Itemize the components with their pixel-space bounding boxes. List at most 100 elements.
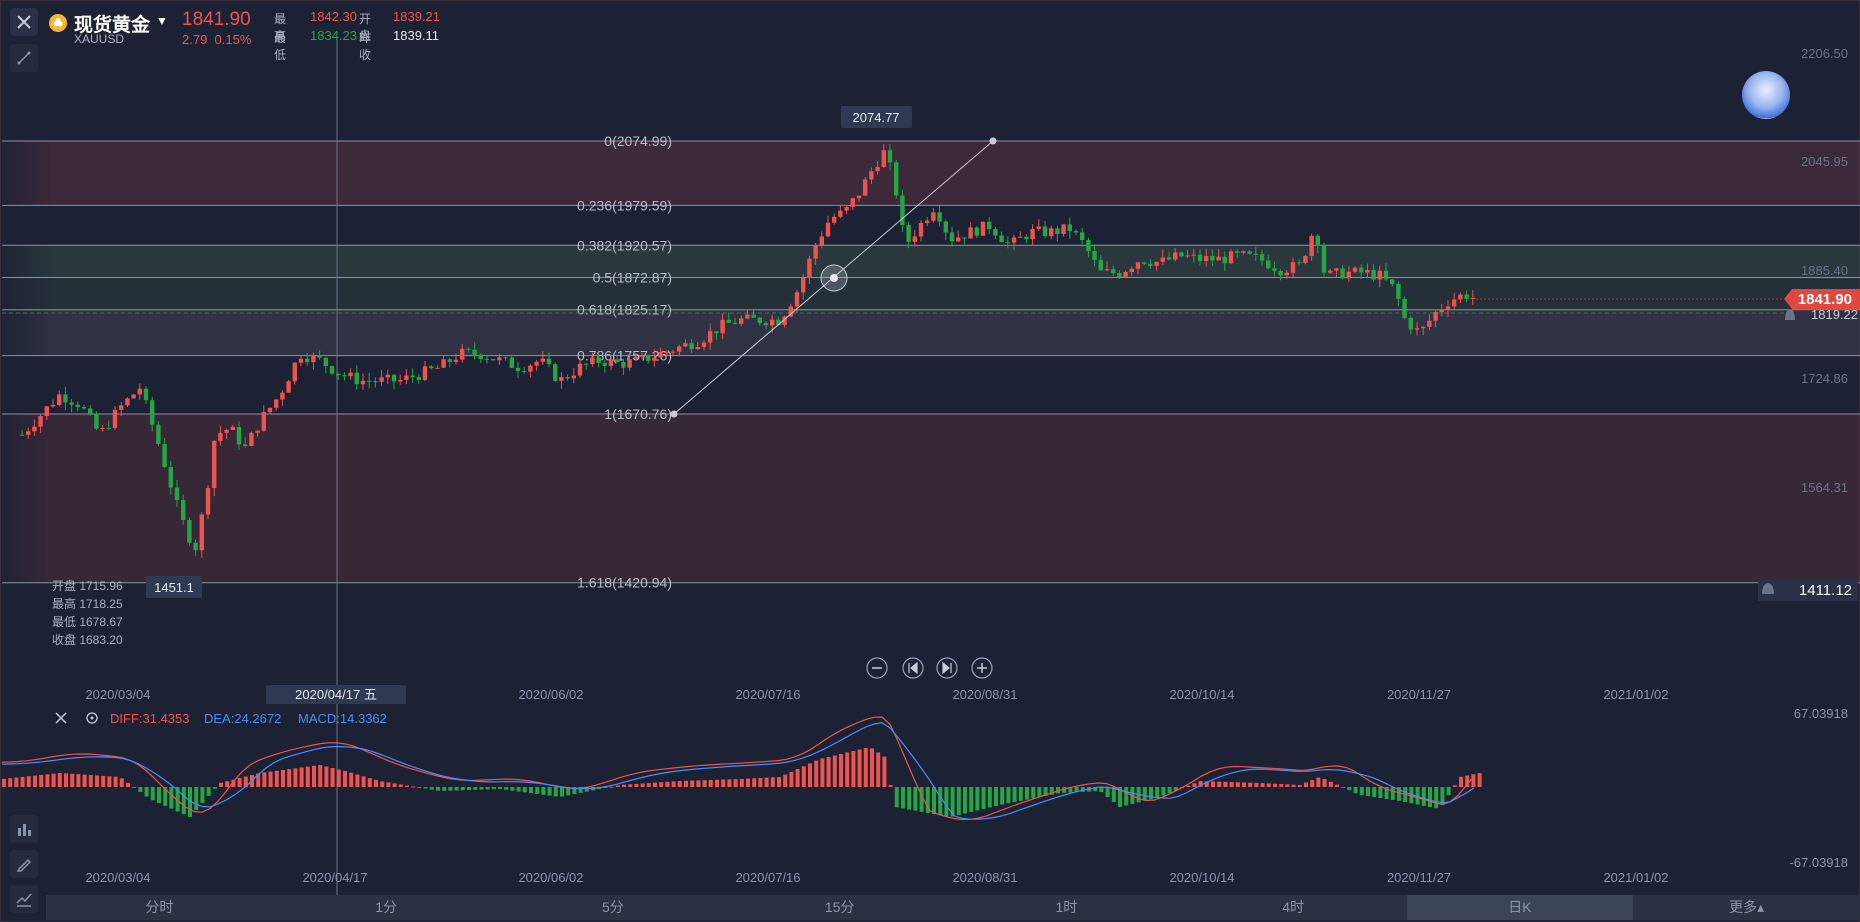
- macd-bar: [312, 765, 316, 787]
- candle-body: [1464, 294, 1469, 299]
- macd-bar: [764, 777, 769, 787]
- indicator-button[interactable]: [10, 815, 38, 843]
- candle-body: [398, 380, 403, 382]
- dea-line: [1, 722, 1475, 820]
- candle-body: [249, 432, 254, 446]
- candle-body: [1018, 236, 1023, 238]
- macd-bar: [665, 781, 670, 787]
- ohlc-item: 收盘 1683.20: [52, 632, 123, 647]
- macd-bar: [516, 787, 521, 792]
- candle-body: [987, 221, 992, 230]
- alert-tag-bg: [1758, 579, 1858, 601]
- candle-body: [460, 348, 465, 360]
- candle-body: [187, 520, 192, 543]
- price-tag-bg: [1784, 289, 1860, 309]
- macd-bar: [1111, 787, 1116, 803]
- tab-7[interactable]: 更多▴: [1729, 899, 1765, 915]
- macd-bar: [969, 787, 974, 812]
- candle-body: [646, 355, 651, 361]
- tab-0[interactable]: 分时: [145, 899, 174, 915]
- diff-line: [1, 716, 1475, 821]
- macd-bar: [1161, 787, 1166, 796]
- macd-bar: [901, 787, 905, 809]
- candle-body: [615, 359, 620, 363]
- macd-bar: [615, 785, 620, 787]
- candle-body: [1216, 256, 1221, 261]
- candle-body: [1148, 263, 1153, 266]
- candle-body: [1346, 271, 1351, 279]
- candle-body: [143, 388, 149, 401]
- macd-bar: [560, 787, 564, 797]
- tab-1[interactable]: 1分: [375, 899, 398, 915]
- macd-bar: [1018, 787, 1023, 801]
- candle-body: [695, 347, 700, 350]
- left-toolbar: [0, 0, 46, 922]
- macd-axis-top: 67.03918: [1794, 706, 1848, 721]
- candle-body: [534, 361, 539, 366]
- macd-bar: [1031, 787, 1036, 799]
- macd-bar: [1477, 773, 1482, 787]
- prev-icon[interactable]: [902, 657, 924, 679]
- macd-bar: [814, 760, 819, 787]
- candle-body: [1452, 299, 1457, 307]
- candle-body: [751, 314, 756, 318]
- macd-bar: [684, 780, 688, 787]
- tab-5[interactable]: 4时: [1282, 899, 1305, 915]
- macd-bar: [113, 776, 118, 787]
- candle-body: [1228, 251, 1234, 264]
- macd-bar: [206, 787, 211, 796]
- candle-body: [999, 235, 1004, 243]
- macd-bar: [231, 779, 236, 787]
- candle-body: [912, 236, 917, 242]
- date-axis-label: 2021/01/02: [1603, 687, 1668, 702]
- chevron-down-icon[interactable]: ▼: [156, 14, 168, 28]
- macd-bar: [411, 786, 416, 788]
- candle-body: [286, 381, 291, 393]
- candle-body: [106, 427, 111, 429]
- candle-body: [980, 221, 986, 236]
- candle-body: [379, 377, 384, 382]
- tab-3[interactable]: 15分: [824, 899, 855, 915]
- macd-bar: [39, 774, 44, 787]
- plus-icon[interactable]: [971, 657, 993, 679]
- macd-bar: [839, 753, 843, 787]
- macd-bar: [126, 782, 130, 787]
- candle-body: [1402, 298, 1407, 318]
- macd-bar: [653, 782, 657, 787]
- last-price: 1841.90: [182, 9, 251, 30]
- draw-line-button[interactable]: [10, 44, 38, 72]
- instrument-name[interactable]: 现货黄金: [74, 15, 151, 36]
- next-icon[interactable]: [936, 657, 958, 679]
- candle-body: [410, 375, 415, 378]
- macd-date-label: 2020/04/17: [302, 870, 367, 885]
- candle-body: [491, 359, 496, 361]
- candle-body: [565, 377, 570, 379]
- candle-body: [1111, 269, 1116, 274]
- tab-4[interactable]: 1时: [1055, 899, 1078, 915]
- candle-body: [900, 195, 905, 225]
- macd-bar: [14, 777, 19, 787]
- candle-body: [404, 375, 409, 381]
- macd-bar: [820, 758, 825, 787]
- minus-icon[interactable]: [866, 657, 888, 679]
- macd-bar: [64, 773, 68, 787]
- candle-body: [441, 359, 446, 368]
- pen-button[interactable]: [10, 850, 38, 878]
- candle-body: [1197, 254, 1203, 261]
- avatar[interactable]: [1742, 71, 1790, 119]
- macd-bar: [479, 787, 484, 790]
- candle-body: [1160, 257, 1165, 262]
- macd-bar: [987, 787, 992, 808]
- trend-button[interactable]: [10, 885, 38, 913]
- candle-body: [429, 366, 434, 369]
- fib-center-dot: [830, 274, 838, 282]
- macd-bar: [132, 787, 137, 788]
- tab-6[interactable]: 日K: [1406, 895, 1634, 920]
- candle-body: [19, 434, 25, 436]
- tab-2[interactable]: 5分: [601, 899, 624, 915]
- bar-chart-icon: [18, 824, 31, 836]
- macd-bar: [1459, 776, 1463, 787]
- candle-body: [1204, 256, 1209, 261]
- close-button[interactable]: [10, 8, 38, 36]
